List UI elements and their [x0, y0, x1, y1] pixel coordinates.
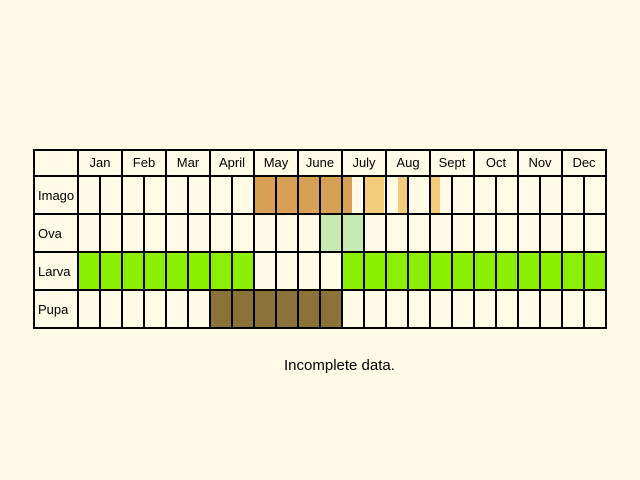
- month-label-may: May: [264, 155, 289, 170]
- bar-imago-may-june: [254, 176, 352, 214]
- month-label-july: July: [352, 155, 376, 170]
- bar-imago-sept: [430, 176, 440, 214]
- stage-label-imago: Imago: [38, 188, 74, 203]
- stage-label-ova: Ova: [38, 226, 63, 241]
- month-label-june: June: [306, 155, 334, 170]
- month-label-dec: Dec: [572, 155, 596, 170]
- month-label-aug: Aug: [396, 155, 419, 170]
- month-label-mar: Mar: [177, 155, 200, 170]
- month-label-feb: Feb: [133, 155, 155, 170]
- month-label-oct: Oct: [486, 155, 507, 170]
- caption-incomplete-data: Incomplete data.: [284, 357, 395, 374]
- month-label-april: April: [219, 155, 245, 170]
- bar-imago-aug: [398, 176, 408, 214]
- stage-label-larva: Larva: [38, 264, 71, 279]
- month-label-sept: Sept: [439, 155, 466, 170]
- bar-imago-july: [364, 176, 384, 214]
- month-label-jan: Jan: [90, 155, 111, 170]
- stage-label-pupa: Pupa: [38, 302, 69, 317]
- month-label-nov: Nov: [528, 155, 552, 170]
